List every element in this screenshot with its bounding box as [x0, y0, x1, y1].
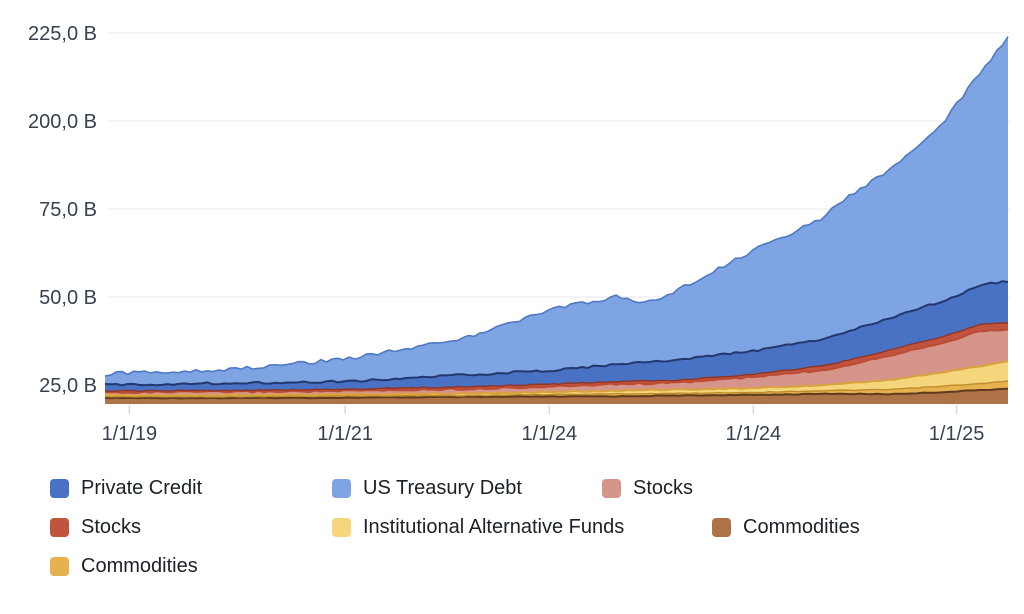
y-axis-tick-label: 50,0 B: [39, 287, 97, 309]
x-axis-tick-label: 1/1/21: [317, 423, 373, 445]
area-edge-1: [104, 380, 1009, 398]
y-axis-tick-label: 25,0 B: [39, 375, 97, 397]
legend-swatch-private-credit: [50, 478, 69, 498]
x-axis-tick-label: 1/1/24: [521, 423, 577, 445]
area-band-0: [105, 388, 1008, 404]
legend-swatch-stocks-red: [50, 517, 69, 537]
area-band-6: [105, 36, 1008, 386]
area-band-3: [105, 329, 1008, 396]
area-edge-4: [104, 322, 1008, 392]
area-edge-6: [104, 36, 1009, 377]
chart-plot-area: 25,0 B 50,0 B 75,0 B 200,0 B 225,0 B 1/1/19 1/…: [28, 23, 1010, 445]
stacked-area-chart: 25,0 B 50,0 B 75,0 B 200,0 B 225,0 B 1/1/19 1/…: [28, 23, 1010, 445]
y-axis-tick-label: 200,0 B: [28, 111, 97, 133]
x-axis-tick-label: 1/1/25: [929, 423, 985, 445]
area-edge-2: [104, 360, 1009, 397]
area-band-5: [105, 281, 1008, 392]
y-axis-tick-label: 225,0 B: [28, 23, 97, 45]
legend-item-private-credit[interactable]: Private Credit: [50, 476, 332, 500]
legend-label: Stocks: [81, 516, 142, 538]
legend-item-commodities-gold[interactable]: Commodities: [50, 554, 332, 578]
legend-item-us-treasury-debt[interactable]: US Treasury Debt: [332, 476, 602, 500]
legend-item-stocks-salmon[interactable]: Stocks: [602, 476, 693, 500]
legend-item-commodities-brown[interactable]: Commodities: [712, 515, 860, 539]
legend-row: Stocks Institutional Alternative Funds C…: [50, 515, 1024, 539]
legend-label: US Treasury Debt: [363, 477, 522, 499]
area-edge-3: [104, 328, 1009, 394]
legend-row: Private Credit US Treasury Debt Stocks: [50, 476, 1024, 500]
y-axis-tick-label: 75,0 B: [39, 199, 97, 221]
x-axis-tick-label: 1/1/24: [726, 423, 782, 445]
legend-swatch-institutional-alternative-funds: [332, 517, 351, 537]
legend-swatch-stocks-salmon: [602, 478, 621, 498]
chart-legend: Private Credit US Treasury Debt Stocks S…: [0, 460, 1024, 578]
legend-label: Private Credit: [81, 477, 203, 499]
legend-label: Institutional Alternative Funds: [363, 516, 625, 538]
legend-item-institutional-alternative-funds[interactable]: Institutional Alternative Funds: [332, 515, 712, 539]
area-edge-0: [104, 387, 1009, 400]
area-edge-5: [104, 280, 1009, 387]
legend-item-stocks-red[interactable]: Stocks: [50, 515, 332, 539]
legend-label: Commodities: [81, 555, 198, 577]
legend-swatch-commodities-brown: [712, 517, 731, 537]
x-axis-tick-label: 1/1/19: [102, 423, 158, 445]
legend-swatch-commodities-gold: [50, 556, 69, 576]
legend-label: Commodities: [743, 516, 860, 538]
legend-row: Commodities: [50, 554, 1024, 578]
legend-label: Stocks: [633, 477, 694, 499]
legend-swatch-us-treasury-debt: [332, 478, 351, 498]
